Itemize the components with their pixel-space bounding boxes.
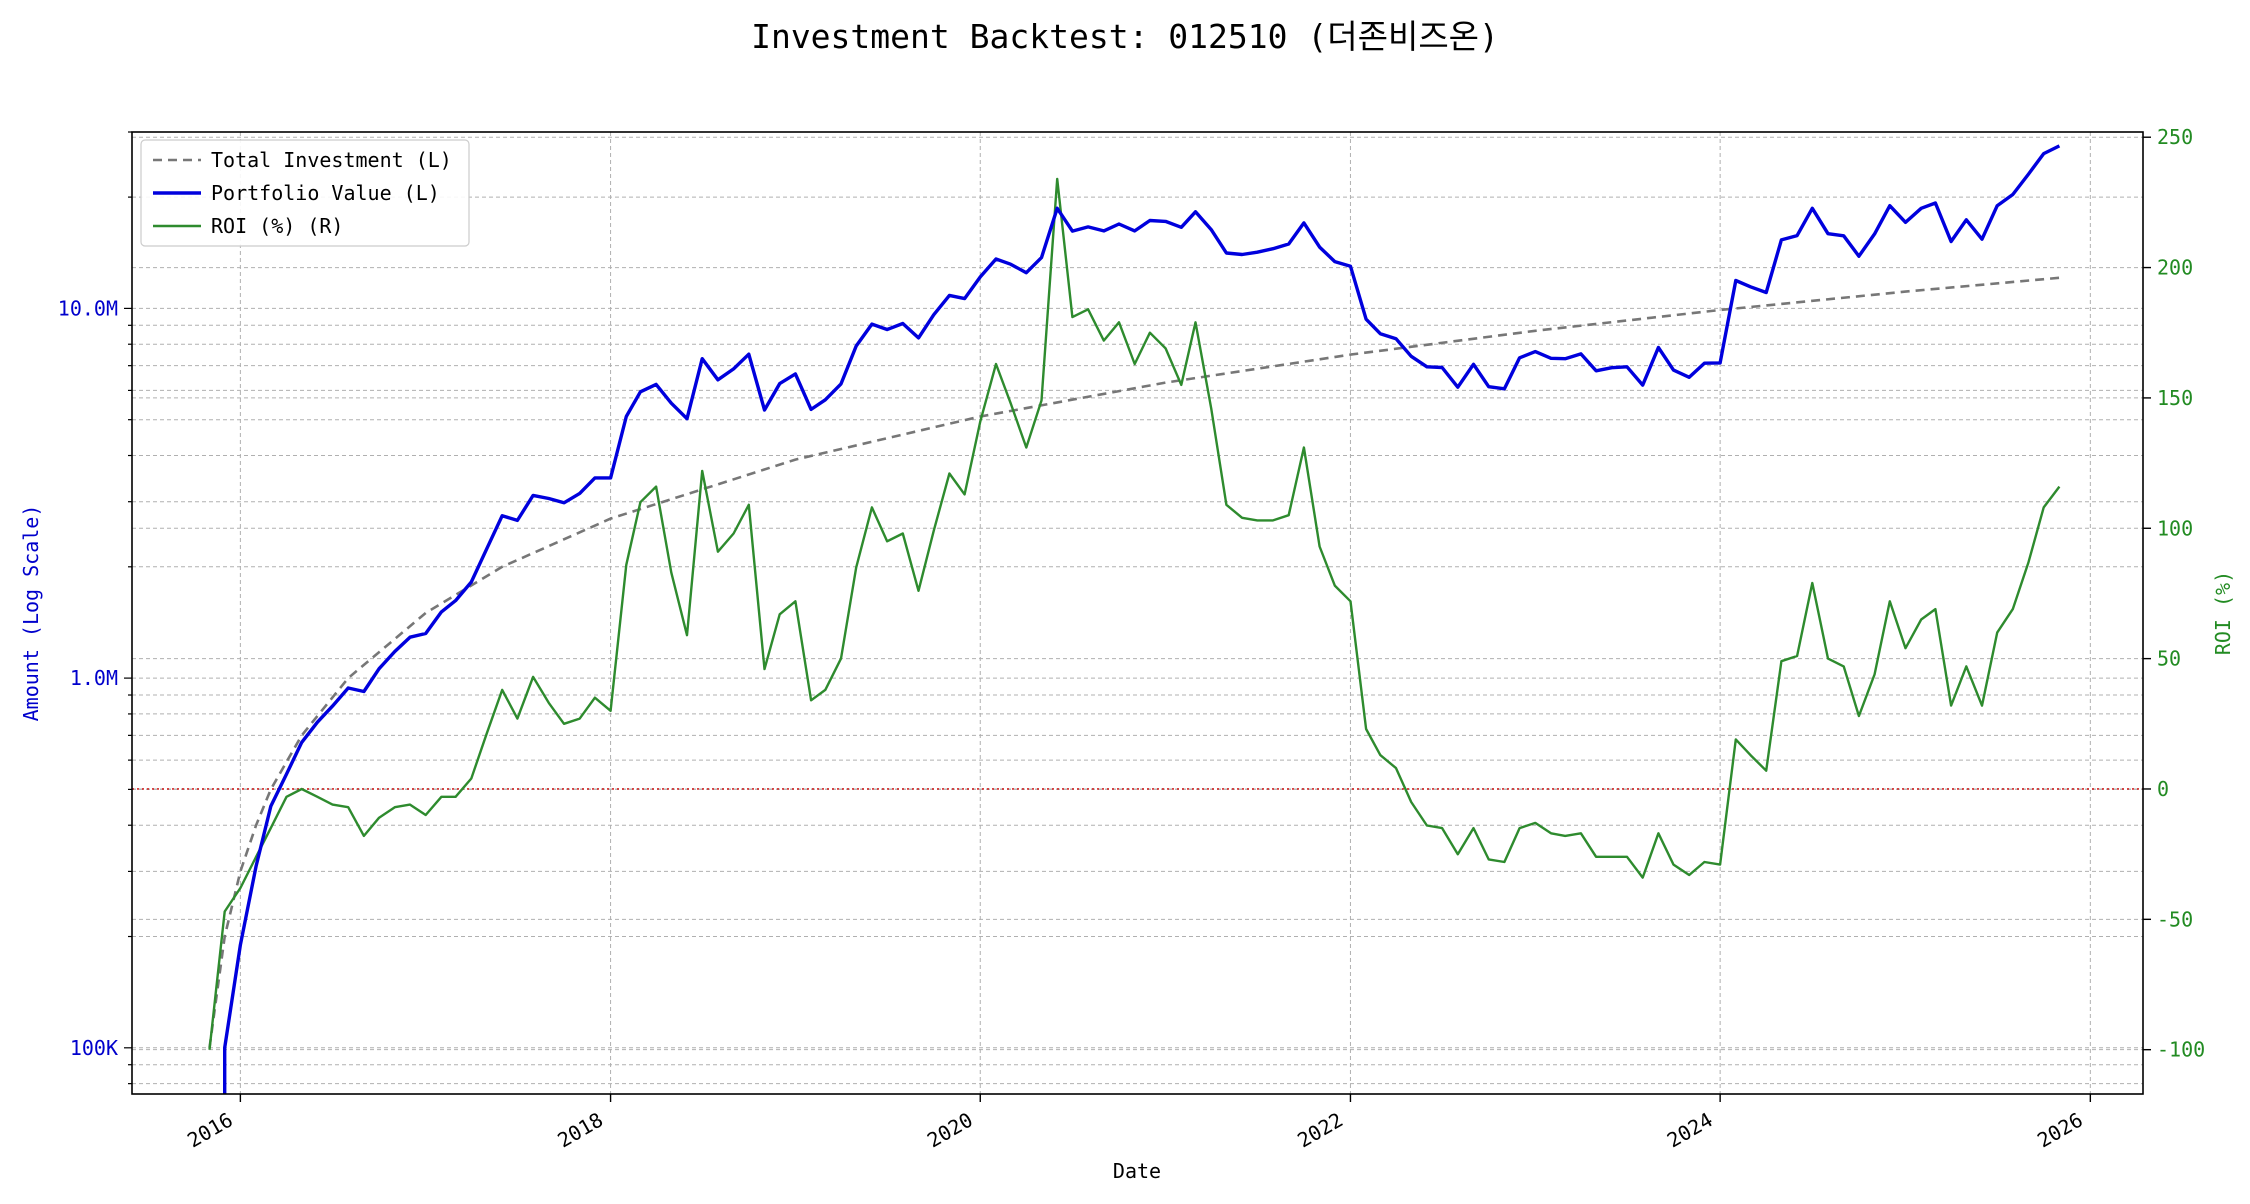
legend: Total Investment (L) Portfolio Value (L) R…	[140, 139, 470, 247]
y-right-tick-label: 150	[2157, 386, 2193, 410]
y-axis-right-label: ROI (%)	[2211, 571, 2235, 655]
y-right-tick-label: 250	[2157, 125, 2193, 149]
y-right-tick-label: 50	[2157, 647, 2181, 671]
legend-label: ROI (%) (R)	[211, 214, 343, 238]
roi-line	[208, 177, 2061, 1050]
y-right-tick-label: 0	[2157, 777, 2169, 801]
portfolio-value-line	[222, 144, 2061, 1094]
legend-label: Portfolio Value (L)	[211, 181, 440, 205]
chart-title: Investment Backtest: 012510 (더존비즈온)	[751, 17, 1499, 56]
y-left-tick-label: 100K	[70, 1036, 118, 1060]
total-investment-line	[208, 276, 2060, 1048]
y-axis-left-label: Amount (Log Scale)	[19, 505, 43, 722]
legend-box	[140, 139, 470, 247]
y-right-tick-label: -100	[2157, 1038, 2205, 1062]
y-left-tick-label: 10.0M	[58, 296, 118, 320]
series-layer	[208, 144, 2061, 1094]
y-right-tick-label: 200	[2157, 256, 2193, 280]
axis-layer: 2016 2018 2020 2022 2024 2026100K1.0M10.0M-10…	[58, 125, 2205, 1152]
plot-frame	[131, 131, 2144, 1095]
y-right-tick-label: -50	[2157, 907, 2193, 931]
x-axis-label: Date	[1113, 1159, 1161, 1183]
legend-label: Total Investment (L)	[211, 148, 452, 172]
y-left-tick-label: 1.0M	[70, 666, 118, 690]
y-right-tick-label: 100	[2157, 516, 2193, 540]
